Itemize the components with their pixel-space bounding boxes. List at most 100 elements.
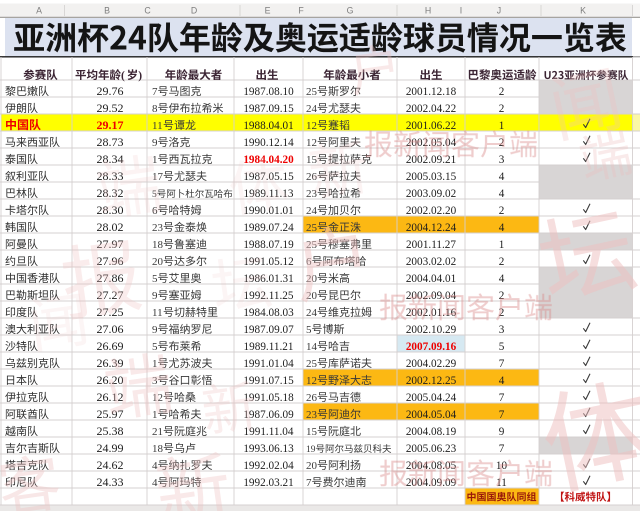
svg-text:9: 9 — [152, 324, 158, 336]
svg-text:12: 12 — [306, 137, 317, 149]
svg-text:20: 20 — [306, 460, 318, 472]
svg-text:2005.04.24: 2005.04.24 — [406, 392, 457, 404]
svg-text:1984.04.20: 1984.04.20 — [243, 154, 294, 166]
svg-text:15: 15 — [306, 154, 318, 166]
svg-text:A: A — [36, 6, 42, 16]
svg-text:2005.03.15: 2005.03.15 — [406, 171, 457, 183]
svg-text:5: 5 — [152, 273, 158, 285]
svg-text:7: 7 — [499, 409, 505, 421]
svg-text:2: 2 — [499, 256, 505, 268]
svg-text:18: 18 — [152, 443, 164, 455]
svg-text:7: 7 — [499, 443, 505, 455]
svg-text:5: 5 — [306, 324, 312, 336]
svg-text:5: 5 — [152, 341, 158, 353]
svg-text:2001.12.18: 2001.12.18 — [406, 86, 457, 98]
svg-text:J: J — [497, 6, 501, 16]
svg-text:B: B — [104, 6, 110, 16]
svg-text:2: 2 — [499, 205, 505, 217]
svg-text:1: 1 — [499, 120, 505, 132]
svg-text:28.34: 28.34 — [97, 152, 124, 166]
svg-text:2: 2 — [499, 86, 505, 98]
svg-text:1987.08.10: 1987.08.10 — [243, 86, 294, 98]
svg-text:11: 11 — [496, 477, 507, 489]
svg-text:23: 23 — [306, 188, 318, 200]
svg-text:G: G — [347, 6, 354, 16]
svg-text:7: 7 — [499, 392, 505, 404]
svg-text:1993.06.13: 1993.06.13 — [243, 443, 294, 455]
svg-text:2002.02.20: 2002.02.20 — [406, 205, 457, 217]
svg-text:25: 25 — [306, 222, 318, 234]
svg-text:1988.04.01: 1988.04.01 — [243, 120, 293, 132]
svg-text:4: 4 — [499, 273, 505, 285]
svg-text:2001.06.22: 2001.06.22 — [406, 120, 456, 132]
svg-text:F: F — [298, 6, 304, 16]
svg-text:20: 20 — [306, 290, 318, 302]
svg-text:1987.09.15: 1987.09.15 — [243, 103, 294, 115]
svg-text:2002.10.29: 2002.10.29 — [406, 324, 457, 336]
svg-text:2001.11.27: 2001.11.27 — [406, 239, 456, 251]
svg-text:26.12: 26.12 — [97, 390, 124, 404]
svg-text:17: 17 — [152, 171, 164, 183]
svg-text:2003.09.02: 2003.09.02 — [406, 188, 456, 200]
svg-text:9: 9 — [152, 290, 158, 302]
svg-text:29.52: 29.52 — [97, 101, 124, 115]
svg-text:24.99: 24.99 — [97, 441, 124, 455]
svg-text:24: 24 — [306, 103, 318, 115]
svg-text:4: 4 — [152, 477, 158, 489]
svg-text:5: 5 — [499, 341, 505, 353]
svg-text:1992.03.21: 1992.03.21 — [243, 477, 293, 489]
svg-text:1984.08.03: 1984.08.03 — [243, 307, 294, 319]
svg-text:25: 25 — [306, 358, 318, 370]
svg-text:23: 23 — [152, 222, 164, 234]
svg-text:2007.09.16: 2007.09.16 — [406, 341, 457, 353]
svg-text:20: 20 — [152, 256, 164, 268]
svg-text:9: 9 — [152, 137, 158, 149]
svg-text:28.32: 28.32 — [97, 186, 124, 200]
svg-text:1990.12.14: 1990.12.14 — [243, 137, 294, 149]
svg-text:2004.04.01: 2004.04.01 — [406, 273, 456, 285]
svg-text:19: 19 — [306, 445, 316, 455]
svg-text:24: 24 — [306, 205, 318, 217]
svg-text:H: H — [425, 6, 431, 16]
svg-text:29.76: 29.76 — [97, 84, 124, 98]
svg-text:K: K — [580, 6, 586, 16]
svg-text:14: 14 — [306, 341, 318, 353]
svg-text:9: 9 — [499, 426, 505, 438]
svg-text:23: 23 — [306, 409, 318, 421]
svg-text:2: 2 — [499, 290, 505, 302]
svg-text:26: 26 — [306, 392, 318, 404]
svg-text:2004.05.04: 2004.05.04 — [406, 409, 457, 421]
svg-text:I: I — [460, 6, 462, 16]
svg-text:1: 1 — [152, 409, 158, 421]
svg-text:1992.02.04: 1992.02.04 — [243, 460, 294, 472]
svg-text:12: 12 — [306, 375, 317, 387]
svg-text:29.17: 29.17 — [97, 118, 124, 132]
svg-text:15: 15 — [306, 426, 318, 438]
svg-text:24.62: 24.62 — [97, 458, 124, 472]
svg-text:2004.12.24: 2004.12.24 — [406, 222, 457, 234]
svg-text:C: C — [144, 6, 151, 16]
svg-text:3: 3 — [499, 324, 505, 336]
svg-text:1: 1 — [152, 358, 158, 370]
svg-text:2004.08.19: 2004.08.19 — [406, 426, 457, 438]
svg-text:1991.07.15: 1991.07.15 — [243, 375, 294, 387]
svg-text:12: 12 — [306, 120, 317, 132]
svg-text:7: 7 — [306, 477, 312, 489]
svg-text:1: 1 — [499, 239, 505, 251]
svg-text:7: 7 — [499, 358, 505, 370]
svg-text:2003.02.02: 2003.02.02 — [406, 256, 456, 268]
svg-text:1988.07.19: 1988.07.19 — [243, 239, 294, 251]
svg-text:26.39: 26.39 — [97, 356, 124, 370]
svg-text:4: 4 — [499, 188, 505, 200]
svg-text:25: 25 — [306, 86, 318, 98]
svg-text:3: 3 — [499, 154, 505, 166]
svg-text:1: 1 — [152, 154, 158, 166]
svg-text:1991.01.04: 1991.01.04 — [243, 358, 294, 370]
svg-text:1991.05.18: 1991.05.18 — [243, 392, 294, 404]
svg-text:1989.07.24: 1989.07.24 — [243, 222, 294, 234]
svg-text:28.73: 28.73 — [97, 135, 124, 149]
svg-text:2002.04.22: 2002.04.22 — [406, 103, 456, 115]
svg-text:24.33: 24.33 — [97, 475, 124, 489]
svg-text:(: ( — [121, 70, 125, 82]
svg-text:27.06: 27.06 — [97, 322, 124, 336]
